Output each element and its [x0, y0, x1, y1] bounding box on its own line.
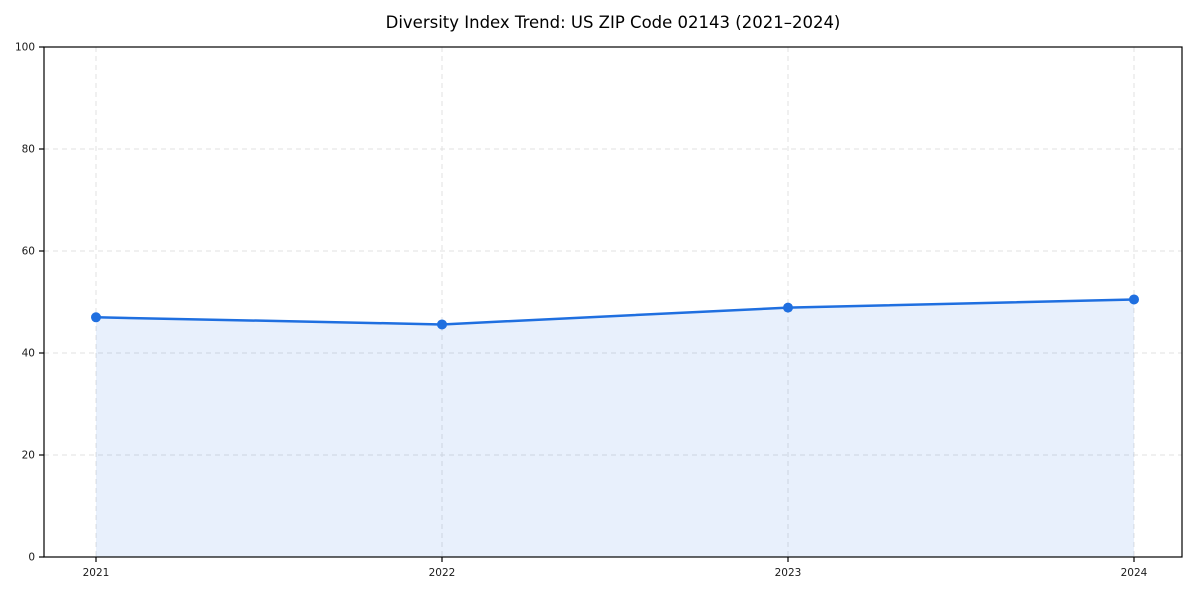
- trend-line: [94, 298, 1136, 326]
- data-point-marker: [91, 312, 101, 323]
- data-point-marker: [1129, 294, 1139, 305]
- x-tick-label: 2022: [429, 567, 456, 579]
- y-tick-label: 60: [22, 246, 35, 258]
- area-fill: [96, 299, 1134, 557]
- data-point-marker: [783, 302, 793, 313]
- data-point-marker: [437, 319, 447, 330]
- x-tick-label: 2024: [1121, 567, 1148, 579]
- x-tick-label: 2021: [83, 567, 110, 579]
- x-tick-label: 2023: [775, 567, 802, 579]
- y-tick-label: 20: [22, 450, 35, 462]
- y-tick-label: 40: [22, 348, 35, 360]
- y-tick-label: 0: [28, 552, 35, 564]
- plot-spines: [43, 46, 1183, 558]
- y-tick-label: 80: [22, 144, 35, 156]
- y-tick-label: 100: [15, 42, 35, 54]
- chart-title: Diversity Index Trend: US ZIP Code 02143…: [385, 13, 841, 32]
